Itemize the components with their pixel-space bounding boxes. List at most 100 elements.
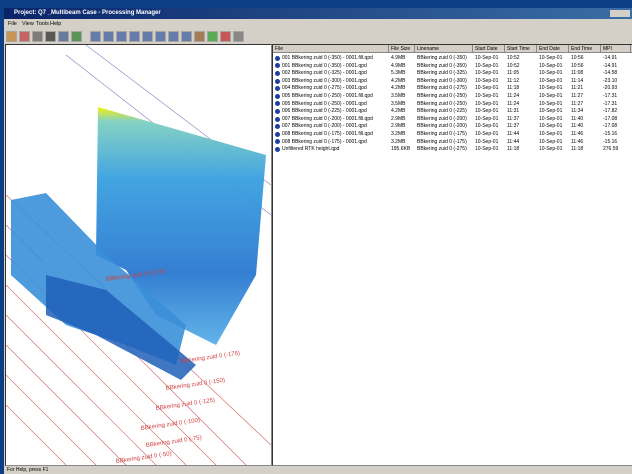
table-cell: 10-Sep-01	[539, 108, 563, 115]
file-name[interactable]: 006 BBkering zuid 0 (-225) - 0001.qpd	[282, 108, 367, 115]
file-name[interactable]: Unfiltered RTK height.qpd	[282, 146, 340, 153]
table-cell: -14.91	[603, 55, 618, 61]
table-cell: 10-Sep-01	[539, 62, 563, 69]
table-cell: BBkering zuid 0 (-350)	[417, 55, 467, 61]
table-cell: -14.91	[603, 62, 618, 69]
table-cell: 10-Sep-01	[539, 55, 563, 61]
toolbar-button[interactable]	[233, 31, 244, 42]
file-name[interactable]: 003 BBkering zuid 0 (-300) - 0001.qpd	[282, 77, 367, 84]
table-cell: 11:37	[507, 123, 520, 130]
menu-item[interactable]: Tools	[36, 21, 49, 27]
toolbar-button[interactable]	[19, 31, 30, 42]
table-cell: 10-Sep-01	[539, 123, 563, 130]
toolbar-button[interactable]	[194, 31, 205, 42]
file-name[interactable]: 008 BBkering zuid 0 (-175) - 0001.qpd	[282, 138, 367, 145]
table-cell: 11:05	[507, 70, 520, 77]
file-name[interactable]: 001 BBkering zuid 0 (-350) - 0001.qpd	[282, 62, 367, 69]
menu-item[interactable]: File	[8, 21, 17, 27]
column-header[interactable]: End Time	[569, 45, 601, 53]
file-name[interactable]: 007 BBkering zuid 0 (-200) - 0001.fill.q…	[282, 115, 373, 122]
status-bar: For Help, press F1	[4, 466, 632, 474]
table-cell: 10-Sep-01	[539, 85, 563, 92]
status-text: For Help, press F1	[7, 467, 49, 473]
table-cell: BBkering zuid 0 (-350)	[417, 62, 467, 69]
table-cell: 10-Sep-01	[475, 70, 499, 77]
file-name[interactable]: 007 BBkering zuid 0 (-200) - 0001.qpd	[282, 123, 367, 130]
toolbar-button[interactable]	[207, 31, 218, 42]
toolbar-button[interactable]	[71, 31, 82, 42]
table-cell: 10-Sep-01	[475, 93, 499, 99]
window-controls[interactable]	[610, 10, 630, 17]
line-label: BBkering zuid 0 (-150)	[165, 378, 225, 392]
table-cell: 3.2MB	[391, 131, 406, 137]
table-cell: 11:27	[571, 100, 584, 107]
table-cell: 11:44	[507, 131, 520, 137]
toolbar-button[interactable]	[129, 31, 140, 42]
file-icon	[275, 124, 280, 130]
column-header[interactable]: File Size	[389, 45, 415, 53]
table-cell: 3.2MB	[391, 138, 406, 145]
table-cell: 10:52	[507, 55, 520, 61]
file-icon	[275, 147, 280, 152]
toolbar-button[interactable]	[90, 31, 101, 42]
table-cell: 195.6KB	[391, 146, 411, 153]
table-cell: 11:44	[507, 138, 520, 145]
file-icon	[275, 116, 280, 122]
table-cell: 11:08	[571, 70, 584, 77]
file-icon	[275, 55, 280, 61]
table-cell: 5.3MB	[391, 70, 406, 77]
toolbar-button[interactable]	[181, 31, 192, 42]
table-cell: BBkering zuid 0 (-200)	[417, 115, 467, 122]
column-header[interactable]: Linename	[415, 45, 473, 53]
toolbar-button[interactable]	[103, 31, 114, 42]
file-icon	[275, 131, 280, 137]
line-label: BBkering zuid 0 (-175)	[180, 351, 240, 365]
window-title: Project: Q7 _Multibeam Case - Processing…	[14, 10, 161, 16]
column-header[interactable]: End Date	[537, 45, 569, 53]
toolbar-button[interactable]	[142, 31, 153, 42]
table-cell: 10-Sep-01	[475, 108, 499, 115]
file-list: File File Size Linename Start Date Start Tim…	[272, 44, 632, 466]
table-cell: -20.93	[603, 85, 618, 92]
table-cell: 11:21	[571, 85, 584, 92]
table-cell: 11:12	[507, 77, 520, 84]
file-icon	[275, 93, 280, 99]
toolbar-button[interactable]	[116, 31, 127, 42]
toolbar-button[interactable]	[45, 31, 56, 42]
table-cell: 11:46	[571, 131, 584, 137]
file-name[interactable]: 005 BBkering zuid 0 (-250) - 0001.qpd	[282, 100, 367, 107]
table-cell: 11:18	[571, 146, 584, 153]
table-cell: -17.31	[603, 100, 618, 107]
menu-item[interactable]: Help	[50, 21, 62, 27]
file-name[interactable]: 001 BBkering zuid 0 (-350) - 0001.fill.q…	[282, 55, 373, 61]
toolbar-button[interactable]	[155, 31, 166, 42]
file-name[interactable]: 004 BBkering zuid 0 (-275) - 0001.qpd	[282, 85, 367, 92]
title-bar: Project: Q7 _Multibeam Case - Processing…	[4, 8, 632, 19]
toolbar-button[interactable]	[6, 31, 17, 42]
column-header[interactable]: MPI	[601, 45, 631, 53]
table-cell: -15.16	[603, 131, 618, 137]
column-header[interactable]: Start Time	[505, 45, 537, 53]
file-icon	[275, 63, 280, 69]
toolbar-button[interactable]	[58, 31, 69, 42]
table-cell: 10-Sep-01	[539, 131, 563, 137]
toolbar-button[interactable]	[32, 31, 43, 42]
file-name[interactable]: 008 BBkering zuid 0 (-175) - 0001.fill.q…	[282, 131, 373, 137]
table-cell: 10-Sep-01	[539, 115, 563, 122]
table-cell: 2.9MB	[391, 115, 406, 122]
file-name[interactable]: 005 BBkering zuid 0 (-250) - 0001.fill.q…	[282, 93, 373, 99]
column-header[interactable]: Start Date	[473, 45, 505, 53]
column-header[interactable]: File	[273, 45, 389, 53]
table-cell: BBkering zuid 0 (-250)	[417, 100, 467, 107]
table-cell: 4.9MB	[391, 55, 406, 61]
table-cell: 10-Sep-01	[539, 138, 563, 145]
toolbar-button[interactable]	[168, 31, 179, 42]
table-cell: BBkering zuid 0 (-275)	[417, 146, 467, 153]
file-name[interactable]: 002 BBkering zuid 0 (-325) - 0001.qpd	[282, 70, 367, 77]
table-cell: 4.2MB	[391, 108, 406, 115]
toolbar-button[interactable]	[220, 31, 231, 42]
table-cell: 11:40	[571, 115, 584, 122]
table-cell: BBkering zuid 0 (-300)	[417, 77, 467, 84]
table-cell: -17.31	[603, 93, 618, 99]
menu-item[interactable]: View	[22, 21, 34, 27]
